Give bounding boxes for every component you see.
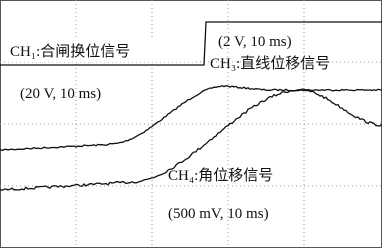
ch4-scale: (500 mV, 10 ms): [168, 206, 269, 222]
ch1-label: CH₁:合闸换位信号: [10, 43, 130, 60]
oscilloscope-screen: CH₁:合闸换位信号 (2 V, 10 ms) CH₃:直线位移信号 (20 V…: [0, 0, 382, 248]
ch4-label: CH₄:角位移信号: [168, 167, 273, 184]
ch3-label: CH₃:直线位移信号: [210, 55, 330, 72]
ch3-scale: (20 V, 10 ms): [20, 86, 101, 102]
ch1-scale: (2 V, 10 ms): [218, 34, 292, 50]
